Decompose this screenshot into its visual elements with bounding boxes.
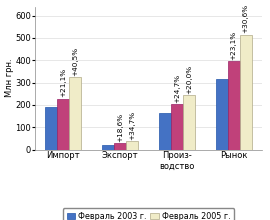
Y-axis label: Млн грн.: Млн грн. [5, 59, 14, 97]
Bar [45, 107, 57, 150]
Bar [102, 145, 114, 150]
Text: +21,1%: +21,1% [60, 68, 66, 97]
Bar [69, 77, 81, 150]
Bar [228, 61, 240, 150]
Text: +24,7%: +24,7% [174, 74, 180, 103]
Bar [114, 143, 126, 150]
Bar [126, 141, 138, 150]
Text: +18,6%: +18,6% [117, 113, 123, 142]
Bar [183, 95, 195, 150]
Text: +23,1%: +23,1% [231, 31, 237, 60]
Text: +20,0%: +20,0% [186, 65, 192, 94]
Text: +40,5%: +40,5% [72, 46, 78, 76]
Bar [171, 104, 183, 150]
Text: +30,6%: +30,6% [243, 4, 249, 33]
Bar [57, 99, 69, 150]
Text: +34,7%: +34,7% [129, 111, 135, 140]
Bar [159, 113, 171, 150]
Bar [216, 79, 228, 150]
Bar [240, 35, 252, 150]
Legend: Февраль 2003 г., Февраль 2004 г., Февраль 2005 г.: Февраль 2003 г., Февраль 2004 г., Феврал… [63, 208, 234, 220]
